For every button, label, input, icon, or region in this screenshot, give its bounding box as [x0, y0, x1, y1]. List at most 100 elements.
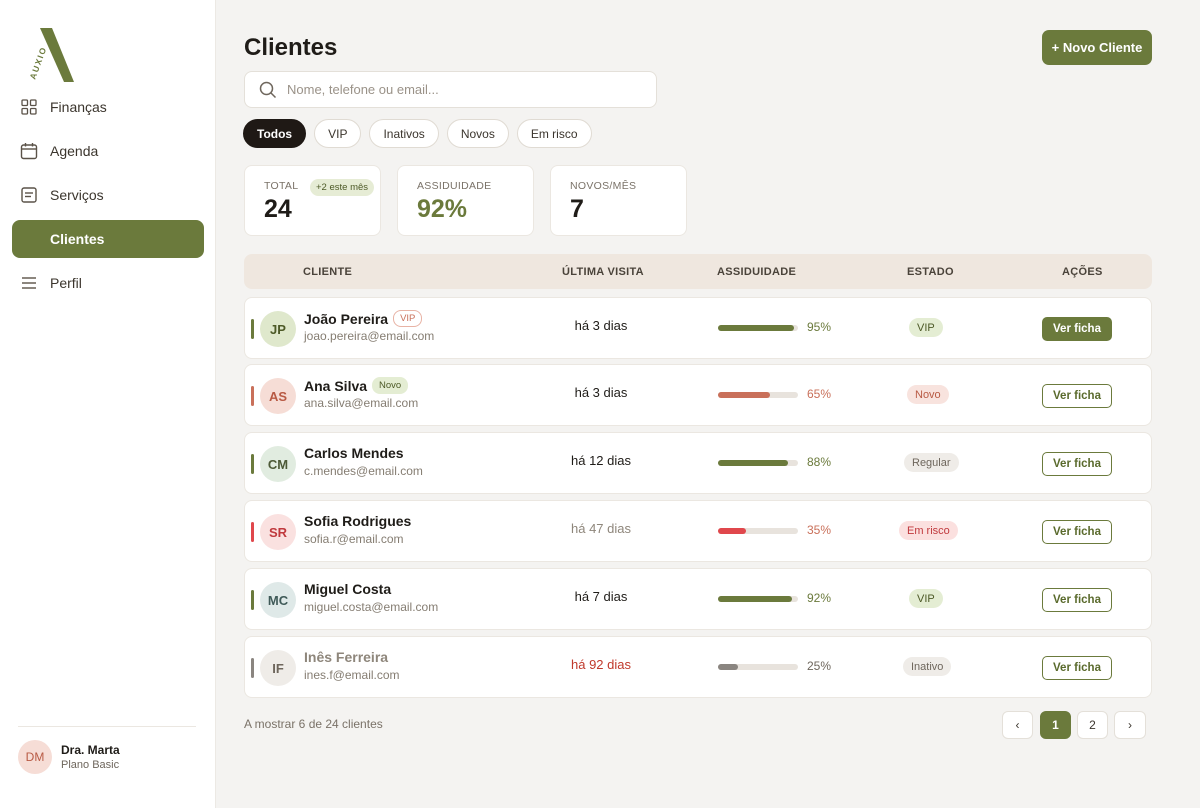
svg-text:AUXIO: AUXIO	[27, 45, 48, 81]
filter-em-risco[interactable]: Em risco	[516, 119, 592, 148]
sidebar-item-label: Perfil	[50, 275, 82, 291]
client-name-text: Sofia Rodrigues	[304, 513, 412, 529]
last-visit: há 3 dias	[574, 318, 628, 333]
attendance-percent: 25%	[807, 659, 832, 673]
stat-label: NOVOS/MÊS	[570, 180, 637, 192]
filter-novos[interactable]: Novos	[446, 119, 509, 148]
client-name: João Pereira VIP	[304, 310, 423, 327]
client-name-text: Inês Ferreira	[304, 649, 389, 665]
client-name: Carlos Mendes	[304, 445, 404, 461]
sidebar-item-financas[interactable]: Finanças	[12, 88, 204, 126]
auxio-logo[interactable]: AUXIO	[22, 26, 78, 84]
last-visit: há 7 dias	[574, 589, 628, 604]
avatar: JP	[260, 311, 296, 347]
last-visit: há 47 dias	[571, 521, 631, 536]
table-row[interactable]: MC Miguel Costa miguel.costa@email.com h…	[244, 568, 1152, 630]
pager-prev-button[interactable]: ‹	[1002, 711, 1033, 739]
status-badge: VIP	[909, 318, 943, 337]
client-email: ana.silva@email.com	[304, 396, 419, 410]
attendance-bar	[718, 392, 798, 398]
client-email: miguel.costa@email.com	[304, 600, 439, 614]
sidebar-item-clientes[interactable]: Clientes	[12, 220, 204, 258]
sidebar-item-label: Agenda	[50, 143, 99, 159]
client-tag: VIP	[393, 310, 423, 327]
row-status-bar	[251, 386, 254, 406]
client-name: Miguel Costa	[304, 581, 391, 597]
filter-todos[interactable]: Todos	[243, 119, 307, 148]
user-plan: Plano Basic	[61, 759, 120, 771]
stat-value: 24	[264, 195, 292, 223]
user-profile[interactable]: DM Dra. Marta Plano Basic	[18, 740, 120, 774]
view-record-button[interactable]: Ver ficha	[1042, 588, 1112, 612]
search-box	[244, 71, 657, 108]
client-name: Sofia Rodrigues	[304, 513, 411, 529]
attendance-fill	[718, 596, 792, 602]
avatar: AS	[260, 378, 296, 414]
view-record-button[interactable]: Ver ficha	[1042, 520, 1112, 544]
attendance-percent: 65%	[807, 387, 832, 401]
user-name: Dra. Marta	[61, 743, 120, 757]
status-badge: Regular	[904, 453, 959, 472]
attendance-bar	[718, 528, 798, 534]
attendance-percent: 92%	[807, 591, 832, 605]
attendance-fill	[718, 460, 789, 466]
row-status-bar	[251, 454, 254, 474]
pagination-info: A mostrar 6 de 24 clientes	[244, 717, 383, 731]
status-badge: VIP	[909, 589, 943, 608]
filter-vip[interactable]: VIP	[314, 119, 362, 148]
attendance-fill	[718, 528, 746, 534]
attendance-percent: 88%	[807, 455, 832, 469]
row-status-bar	[251, 319, 254, 339]
client-name-text: Miguel Costa	[304, 581, 392, 597]
pager-page-2[interactable]: 2	[1077, 711, 1108, 739]
client-name-text: João Pereira	[304, 310, 389, 327]
header-status: ESTADO	[907, 266, 954, 278]
client-name-text: Ana Silva	[304, 377, 368, 394]
avatar: MC	[260, 582, 296, 618]
table-row[interactable]: AS Ana Silva Novo ana.silva@email.com há …	[244, 364, 1152, 426]
sidebar-item-label: Clientes	[50, 231, 105, 247]
search-input[interactable]	[287, 82, 627, 97]
document-icon	[20, 186, 38, 204]
table-row[interactable]: JP João Pereira VIP joao.pereira@email.co…	[244, 297, 1152, 359]
new-client-button[interactable]: + Novo Cliente	[1042, 30, 1152, 65]
table-row[interactable]: IF Inês Ferreira ines.f@email.com há 92 …	[244, 636, 1152, 698]
attendance-fill	[718, 392, 770, 398]
pager-page-1[interactable]: 1	[1040, 711, 1071, 739]
sidebar-item-label: Finanças	[50, 99, 107, 115]
header-attendance: ASSIDUIDADE	[717, 266, 797, 278]
client-name-text: Carlos Mendes	[304, 445, 404, 461]
view-record-button[interactable]: Ver ficha	[1042, 317, 1112, 341]
header-last-visit: ÚLTIMA VISITA	[562, 266, 644, 278]
client-email: ines.f@email.com	[304, 668, 400, 682]
row-status-bar	[251, 658, 254, 678]
last-visit: há 3 dias	[574, 385, 628, 400]
attendance-percent: 95%	[807, 320, 832, 334]
avatar: IF	[260, 650, 296, 686]
client-email: joao.pereira@email.com	[304, 329, 435, 343]
avatar: SR	[260, 514, 296, 550]
view-record-button[interactable]: Ver ficha	[1042, 384, 1112, 408]
attendance-bar	[718, 664, 798, 670]
view-record-button[interactable]: Ver ficha	[1042, 452, 1112, 476]
sidebar-item-perfil[interactable]: Perfil	[12, 264, 204, 302]
status-badge: Inativo	[903, 657, 952, 676]
sidebar-nav: Finanças Agenda Serviços Clientes Perfil	[12, 88, 204, 308]
sidebar-item-agenda[interactable]: Agenda	[12, 132, 204, 170]
pager-next-button[interactable]: ›	[1114, 711, 1146, 739]
view-record-button[interactable]: Ver ficha	[1042, 656, 1112, 680]
client-name: Inês Ferreira	[304, 649, 388, 665]
table-row[interactable]: CM Carlos Mendes c.mendes@email.com há 1…	[244, 432, 1152, 494]
sidebar-item-servicos[interactable]: Serviços	[12, 176, 204, 214]
last-visit: há 92 dias	[571, 657, 631, 672]
attendance-fill	[718, 664, 738, 670]
attendance-bar	[718, 325, 798, 331]
stat-total: TOTAL 24 +2 este mês	[244, 165, 381, 236]
header-actions: AÇÕES	[1062, 266, 1103, 278]
attendance-percent: 35%	[807, 523, 832, 537]
filter-inativos[interactable]: Inativos	[369, 119, 439, 148]
attendance-fill	[718, 325, 794, 331]
grid-icon	[20, 98, 38, 116]
client-name: Ana Silva Novo	[304, 377, 409, 394]
table-row[interactable]: SR Sofia Rodrigues sofia.r@email.com há …	[244, 500, 1152, 562]
